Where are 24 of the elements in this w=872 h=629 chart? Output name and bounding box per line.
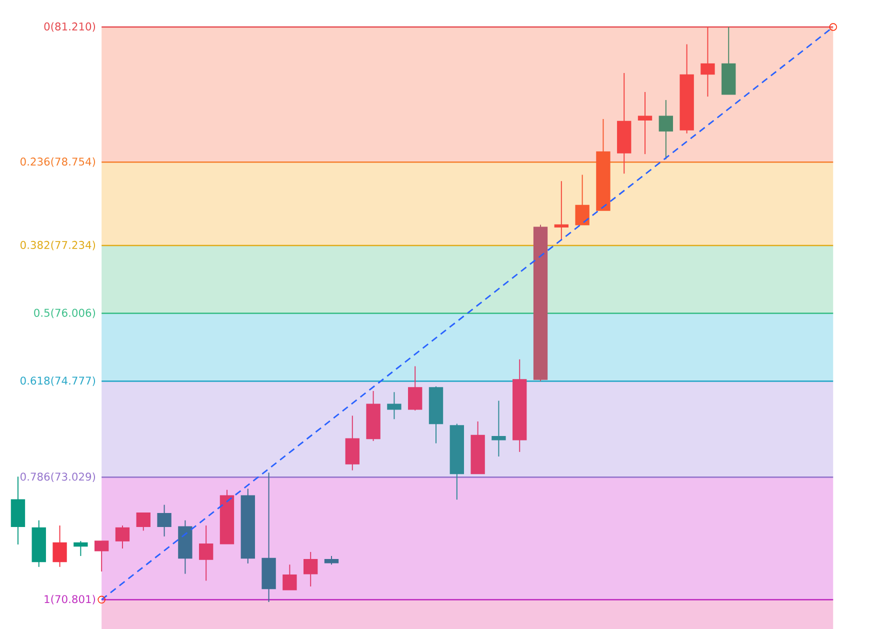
candlestick — [575, 174, 590, 226]
candlestick — [658, 100, 674, 160]
candlestick — [94, 540, 109, 572]
candlestick — [492, 400, 506, 458]
annotation: 0(81.210) — [44, 22, 96, 32]
candlestick — [282, 564, 297, 590]
candlestick — [136, 512, 150, 532]
candlestick — [387, 392, 402, 420]
candlestick — [157, 504, 172, 537]
candlestick — [554, 180, 569, 241]
annotation: 0.786(73.029) — [20, 472, 96, 482]
candlestick — [52, 525, 67, 568]
candlestick — [115, 525, 130, 550]
candlestick — [304, 551, 318, 587]
candlestick — [700, 26, 715, 98]
annotation: 1(70.801) — [44, 594, 96, 604]
annotation: 0.5(76.006) — [34, 308, 96, 318]
candlestick — [408, 366, 422, 412]
annotation: 0.236(78.754) — [20, 157, 96, 167]
candlestick — [638, 91, 652, 155]
annotation: 0.618(74.777) — [20, 376, 96, 386]
candlestick — [199, 525, 214, 582]
annotation: 0.382(77.234) — [20, 240, 96, 250]
candlestick — [74, 540, 88, 556]
